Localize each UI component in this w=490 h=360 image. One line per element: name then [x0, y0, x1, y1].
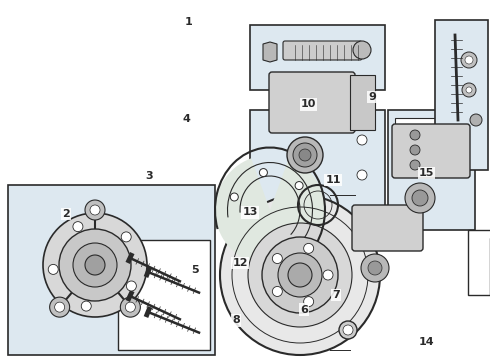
Circle shape	[220, 195, 380, 355]
Circle shape	[295, 181, 303, 190]
Circle shape	[85, 255, 105, 275]
Circle shape	[410, 160, 420, 170]
Circle shape	[470, 114, 482, 126]
Text: 6: 6	[300, 305, 308, 315]
Circle shape	[410, 145, 420, 155]
Circle shape	[248, 223, 352, 327]
Circle shape	[323, 270, 333, 280]
Circle shape	[278, 253, 322, 297]
Text: 4: 4	[182, 114, 190, 124]
Bar	[435, 20, 488, 170]
Text: 15: 15	[418, 168, 434, 178]
Circle shape	[466, 87, 472, 93]
Text: 14: 14	[418, 337, 434, 347]
Bar	[388, 110, 475, 230]
Circle shape	[59, 229, 131, 301]
Circle shape	[73, 243, 117, 287]
Circle shape	[121, 232, 131, 242]
Bar	[118, 240, 210, 350]
Circle shape	[73, 222, 83, 231]
Circle shape	[462, 83, 476, 97]
Circle shape	[272, 287, 282, 296]
Circle shape	[343, 325, 353, 335]
Circle shape	[259, 168, 268, 176]
Circle shape	[410, 130, 420, 140]
Bar	[8, 185, 215, 355]
Circle shape	[48, 264, 58, 274]
Circle shape	[357, 135, 367, 145]
Circle shape	[272, 253, 282, 264]
Polygon shape	[263, 42, 277, 62]
Circle shape	[357, 170, 367, 180]
FancyBboxPatch shape	[283, 41, 362, 60]
Circle shape	[262, 237, 338, 313]
Circle shape	[293, 143, 317, 167]
Circle shape	[461, 52, 477, 68]
FancyBboxPatch shape	[352, 205, 423, 251]
Text: 7: 7	[332, 290, 340, 300]
Text: 2: 2	[62, 209, 70, 219]
Bar	[468, 230, 490, 295]
Bar	[250, 25, 385, 90]
Text: 13: 13	[242, 207, 258, 217]
Circle shape	[465, 56, 473, 64]
Bar	[250, 110, 385, 220]
FancyBboxPatch shape	[392, 124, 470, 178]
Circle shape	[287, 137, 323, 173]
Circle shape	[353, 41, 371, 59]
Circle shape	[368, 261, 382, 275]
Circle shape	[43, 213, 147, 317]
Text: 10: 10	[301, 99, 317, 109]
Circle shape	[339, 321, 357, 339]
Circle shape	[126, 281, 136, 291]
Circle shape	[288, 263, 312, 287]
Circle shape	[405, 183, 435, 213]
Circle shape	[230, 193, 238, 201]
Circle shape	[299, 149, 311, 161]
Text: 3: 3	[146, 171, 153, 181]
Circle shape	[125, 302, 135, 312]
Circle shape	[304, 297, 314, 307]
Circle shape	[412, 190, 428, 206]
Text: 1: 1	[185, 17, 193, 27]
Bar	[395, 118, 450, 175]
Text: 11: 11	[325, 175, 341, 185]
Bar	[350, 75, 375, 130]
Circle shape	[55, 302, 65, 312]
Circle shape	[85, 200, 105, 220]
Wedge shape	[215, 158, 325, 265]
Circle shape	[90, 205, 100, 215]
Circle shape	[81, 301, 91, 311]
Text: 8: 8	[232, 315, 240, 325]
Text: 12: 12	[232, 258, 248, 268]
Circle shape	[121, 297, 140, 317]
FancyBboxPatch shape	[269, 72, 355, 133]
Circle shape	[361, 254, 389, 282]
Circle shape	[304, 243, 314, 253]
Text: 5: 5	[191, 265, 199, 275]
Circle shape	[49, 297, 70, 317]
Text: 9: 9	[368, 92, 376, 102]
